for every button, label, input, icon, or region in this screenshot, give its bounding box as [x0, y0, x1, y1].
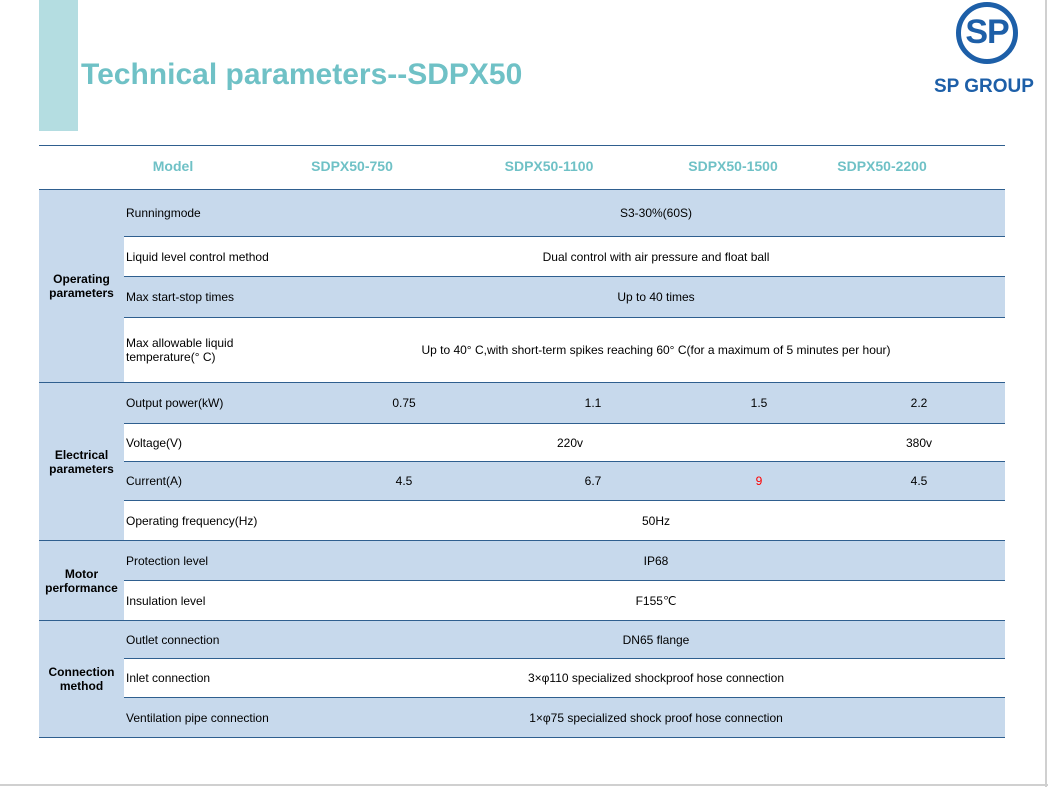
- header-model-1100: SDPX50-1100: [504, 158, 594, 174]
- title-accent-bar: [39, 0, 78, 131]
- param-value: Up to 40° C,with short-term spikes reach…: [421, 343, 891, 357]
- group-label-motor: Motor performance: [39, 541, 124, 620]
- value-voltage-220: 220v: [556, 435, 584, 450]
- table-row: Outlet connection DN65 flange: [124, 621, 1005, 659]
- value-2200: 2.2: [910, 396, 928, 410]
- header-model-750: SDPX50-750: [311, 158, 393, 174]
- logo-mark: SP: [965, 13, 1009, 51]
- table-row: Ventilation pipe connection 1×φ75 specia…: [124, 698, 1005, 737]
- section-connection: Connection method Outlet connection DN65…: [39, 621, 1005, 738]
- table-row: Max allowable liquid temperature(° C) Up…: [124, 318, 1005, 382]
- section-electrical: Electrical parameters Output power(kW) 0…: [39, 383, 1005, 541]
- header-model: Model: [152, 158, 194, 174]
- group-label-electrical: Electrical parameters: [39, 383, 124, 540]
- param-label: Outlet connection: [126, 632, 220, 647]
- param-value: 1×φ75 specialized shock proof hose conne…: [529, 710, 783, 725]
- table-row: Current(A) 4.5 6.7 9 4.5: [124, 462, 1005, 501]
- value-1500: 1.5: [750, 396, 768, 410]
- param-label: Voltage(V): [126, 435, 183, 450]
- logo-circle-icon: SP: [956, 2, 1018, 64]
- table-row: Operating frequency(Hz) 50Hz: [124, 501, 1005, 540]
- slide-border-bottom: [0, 784, 1048, 786]
- table-row: Runningmode S3-30%(60S): [124, 190, 1005, 237]
- param-label: Operating frequency(Hz): [126, 513, 258, 528]
- param-label: Ventilation pipe connection: [126, 710, 269, 725]
- value-2200: 4.5: [910, 474, 928, 488]
- table-row: Output power(kW) 0.75 1.1 1.5 2.2: [124, 383, 1005, 424]
- group-label-operating: Operating parameters: [39, 190, 124, 382]
- table-header-row: Model SDPX50-750 SDPX50-1100 SDPX50-1500…: [39, 145, 1005, 190]
- sp-group-logo: SP SP GROUP: [930, 0, 1046, 100]
- parameters-table: Model SDPX50-750 SDPX50-1100 SDPX50-1500…: [39, 145, 1005, 738]
- value-1500-highlight: 9: [755, 474, 763, 488]
- table-row: Max start-stop times Up to 40 times: [124, 277, 1005, 318]
- param-label: Max start-stop times: [126, 290, 235, 304]
- value-voltage-380: 380v: [905, 435, 933, 450]
- header-model-1500: SDPX50-1500: [688, 158, 778, 174]
- page-title: Technical parameters--SDPX50: [81, 58, 523, 91]
- value-750: 4.5: [395, 474, 413, 488]
- table-row: Inlet connection 3×φ110 specialized shoc…: [124, 659, 1005, 698]
- param-label: Current(A): [126, 474, 183, 488]
- param-label: Max allowable liquid temperature(° C): [126, 336, 234, 364]
- param-label: Runningmode: [126, 206, 201, 220]
- value-1100: 1.1: [584, 396, 602, 410]
- table-row: Voltage(V) 220v 380v: [124, 424, 1005, 462]
- slide-border-right: [1045, 0, 1047, 787]
- value-750: 0.75: [392, 396, 416, 410]
- param-label: Output power(kW): [126, 396, 224, 410]
- param-value: S3-30%(60S): [619, 206, 693, 220]
- param-label: Inlet connection: [126, 671, 211, 685]
- param-value: 50Hz: [641, 513, 671, 528]
- param-value: Up to 40 times: [617, 290, 695, 304]
- header-model-2200: SDPX50-2200: [837, 158, 927, 174]
- section-operating: Operating parameters Runningmode S3-30%(…: [39, 190, 1005, 383]
- table-row: Insulation level F155℃: [124, 581, 1005, 620]
- param-value: IP68: [643, 553, 669, 568]
- section-motor: Motor performance Protection level IP68 …: [39, 541, 1005, 621]
- param-value: DN65 flange: [622, 632, 690, 647]
- value-1100: 6.7: [584, 474, 602, 488]
- param-value: Dual control with air pressure and float…: [542, 249, 770, 264]
- table-row: Liquid level control method Dual control…: [124, 237, 1005, 277]
- param-label: Protection level: [126, 553, 209, 568]
- logo-text: SP GROUP: [934, 76, 1034, 97]
- table-row: Protection level IP68: [124, 541, 1005, 581]
- param-value: F155℃: [635, 593, 677, 608]
- group-label-connection: Connection method: [39, 621, 124, 737]
- param-label: Insulation level: [126, 593, 206, 608]
- param-value: 3×φ110 specialized shockproof hose conne…: [527, 671, 785, 685]
- param-label: Liquid level control method: [126, 249, 269, 264]
